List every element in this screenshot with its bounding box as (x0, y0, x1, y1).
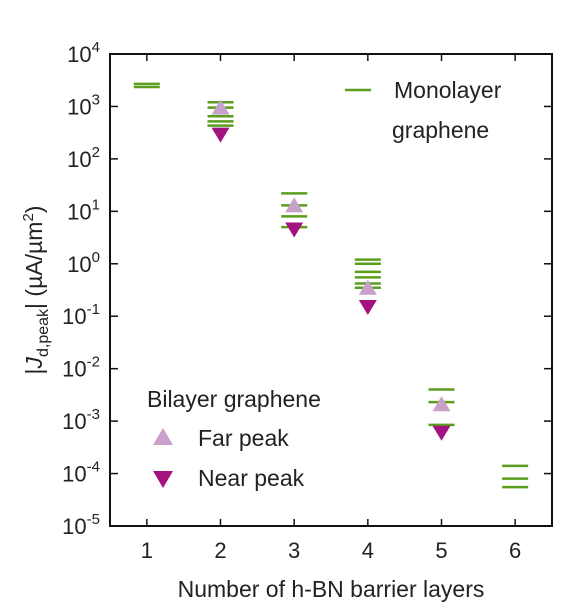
far-peak-data-point (358, 279, 377, 295)
y-tick-label: 102 (67, 144, 100, 172)
far-peak-data-point (432, 396, 451, 412)
y-tick-label: 10-3 (62, 406, 100, 434)
y-tick-label: 100 (67, 249, 100, 277)
legend-near-peak-marker (153, 471, 173, 488)
far-peak-data-point (211, 99, 230, 115)
x-tick-label: 3 (288, 538, 300, 563)
y-tick-label: 104 (67, 39, 100, 67)
x-tick-label: 6 (509, 538, 521, 563)
far-peak-data-point (285, 197, 304, 213)
plot-frame (109, 53, 553, 527)
x-tick-label: 1 (141, 538, 153, 563)
y-axis-label-end: ) (21, 206, 47, 214)
legend-far-peak-label: Far peak (198, 425, 289, 451)
near-peak-data-point (211, 127, 230, 143)
x-tick-label: 5 (435, 538, 447, 563)
y-axis-label-main: J (21, 357, 47, 370)
y-axis-label-sup: 2 (20, 213, 37, 221)
x-tick-labels: 1 2 3 4 5 6 (141, 538, 522, 563)
legend-monolayer-label-line2: graphene (392, 117, 489, 143)
y-axis-label: |Jd,peak| (µA/µm2) (20, 206, 52, 375)
x-tick-label: 2 (214, 538, 226, 563)
y-tick-label: 10-4 (62, 459, 100, 487)
y-tick-label: 101 (67, 196, 100, 224)
y-tick-label: 10-1 (62, 301, 100, 329)
near-peak-data-point (285, 222, 304, 238)
legend: Monolayer graphene Bilayer graphene Far … (147, 77, 502, 491)
axis-ticks (110, 53, 552, 527)
y-axis-label-post: | (µA/µm (21, 222, 47, 309)
x-tick-label: 4 (362, 538, 374, 563)
near-peak-data-point (358, 299, 377, 315)
y-tick-label: 10-5 (62, 511, 100, 539)
y-tick-label: 103 (67, 91, 100, 119)
y-axis-label-sub: d,peak (35, 308, 52, 357)
legend-bilayer-title: Bilayer graphene (147, 386, 321, 412)
y-axis-label-pre: | (21, 369, 47, 375)
near-peak-data-point (432, 425, 451, 441)
y-tick-label: 10-2 (62, 354, 100, 382)
legend-monolayer-label-line1: Monolayer (394, 77, 502, 103)
legend-near-peak-label: Near peak (198, 465, 305, 491)
legend-far-peak-marker (153, 428, 173, 445)
plot-marks (133, 82, 529, 489)
x-axis-label: Number of h-BN barrier layers (178, 576, 485, 602)
y-tick-labels: 104 103 102 101 100 10-1 10-2 10-3 10-4 10-5 (62, 39, 100, 539)
